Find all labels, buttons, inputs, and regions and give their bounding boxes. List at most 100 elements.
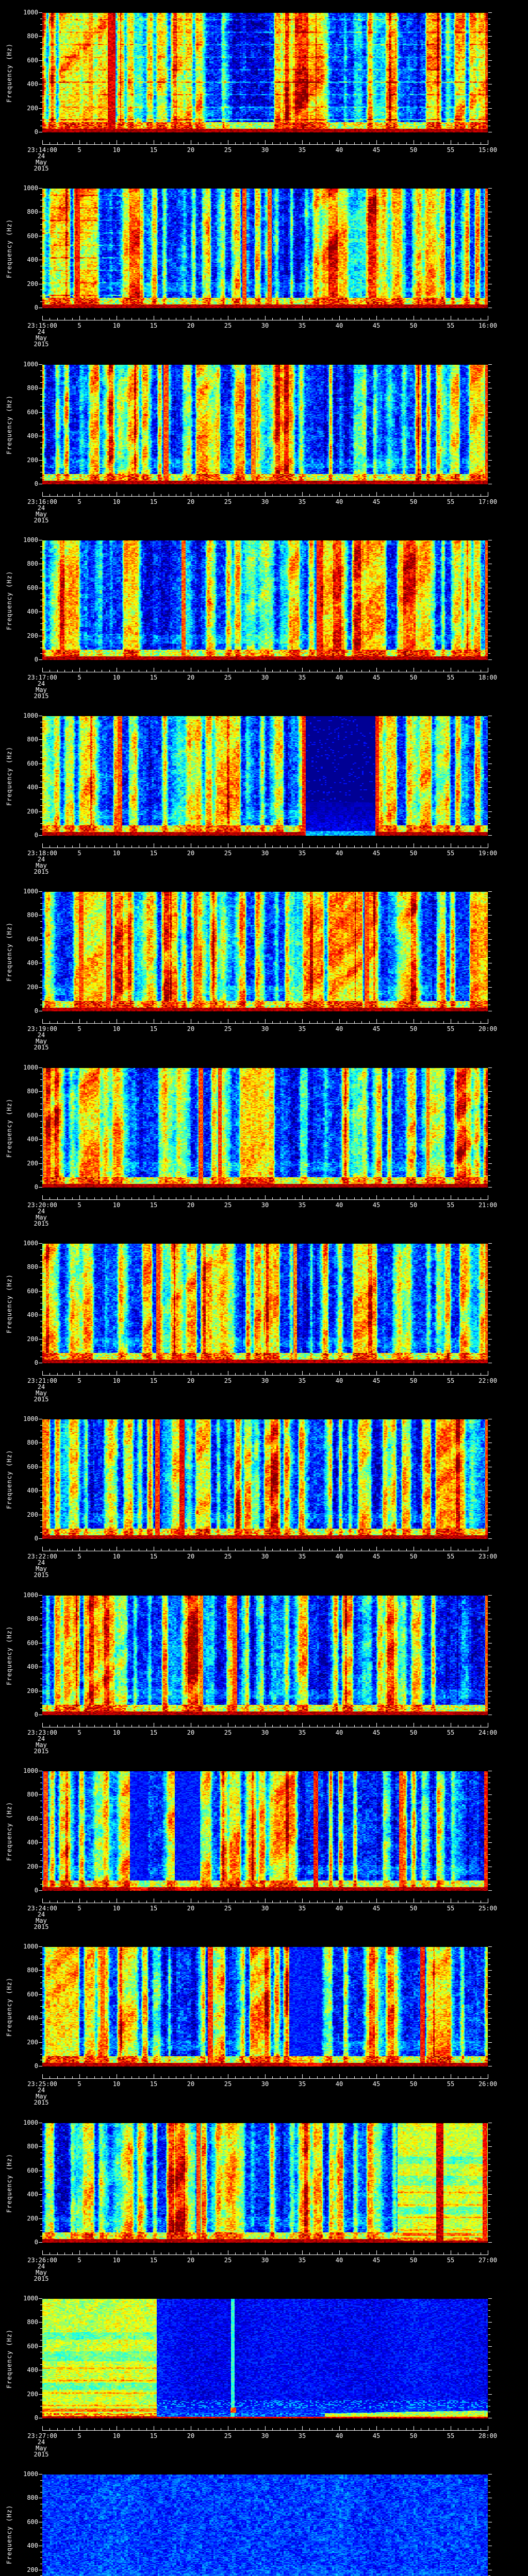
time-axis-minor-tick [361, 1197, 362, 1199]
x-tick-label: 30 [261, 2432, 269, 2439]
y-axis-major-tick [39, 1067, 42, 1068]
time-axis-minor-tick [391, 2252, 392, 2255]
time-axis-minor-tick [64, 318, 65, 320]
y-tick-label: 400 [27, 432, 38, 440]
y-tick-label: 1000 [23, 888, 38, 895]
time-axis-minor-tick [443, 1549, 444, 1551]
spectrogram-image [42, 2475, 488, 2576]
x-tick-label: 5 [77, 2432, 81, 2439]
y-axis-minor-tick [40, 2310, 42, 2311]
time-axis-minor-tick [324, 142, 325, 144]
time-axis-minor-tick [346, 1725, 347, 1727]
time-axis-minor-tick [391, 1901, 392, 1903]
frequency-axis-label: Frequency (Hz) [6, 2329, 13, 2388]
frequency-axis-label: Frequency (Hz) [6, 1449, 13, 1509]
time-axis-minor-tick [272, 845, 273, 848]
time-axis-major-tick [339, 1371, 340, 1375]
time-axis-minor-tick [317, 318, 318, 320]
x-tick-label: 5 [77, 146, 81, 154]
time-axis-minor-tick [369, 2252, 370, 2255]
x-tick-label: 55 [447, 850, 455, 857]
x-tick-label: 55 [447, 498, 455, 505]
y-axis-minor-tick [488, 376, 490, 377]
time-axis-minor-tick [428, 2252, 429, 2255]
start-time-label: 23:27:00 [27, 2432, 57, 2439]
y-axis-minor-tick [488, 1520, 490, 1521]
y-tick-label: 400 [27, 1311, 38, 1319]
y-axis-major-tick [488, 1994, 492, 1995]
time-axis-minor-tick [317, 1901, 318, 1903]
x-tick-label: 50 [409, 1553, 418, 1560]
time-axis-major-tick [42, 2426, 43, 2430]
y-axis-minor-tick [488, 1988, 490, 1989]
date-line: 2015 [34, 1396, 49, 1403]
end-time-label: 27:00 [478, 2257, 498, 2264]
y-axis-minor-tick [40, 1878, 42, 1879]
time-axis-minor-tick [287, 845, 288, 848]
date-line: 24 [37, 2263, 45, 2270]
y-axis-minor-tick [488, 2024, 490, 2025]
time-axis-major-tick [302, 316, 303, 320]
y-axis-major-tick [39, 1595, 42, 1596]
time-axis-minor-tick [406, 845, 407, 848]
y-axis-major-tick [39, 811, 42, 812]
time-axis-minor-tick [272, 2252, 273, 2255]
time-axis-minor-tick [332, 670, 333, 672]
y-tick-label: 600 [27, 1639, 38, 1647]
y-axis-minor-tick [488, 1157, 490, 1158]
time-axis-minor-tick [309, 1901, 310, 1903]
time-axis-minor-tick [354, 845, 355, 848]
date-line: 2015 [34, 2099, 49, 2106]
time-axis-major-tick [339, 1019, 340, 1023]
time-axis-minor-tick [250, 1549, 251, 1551]
frequency-axis-label: Frequency (Hz) [6, 922, 13, 981]
spectrogram-panel: Frequency (Hz) 0 200 400 600 800 1000 5 10 15 20 25… [0, 352, 528, 528]
time-axis-minor-tick [332, 1725, 333, 1727]
y-axis-minor-tick [40, 903, 42, 904]
x-tick-label: 45 [372, 146, 381, 154]
x-tick-label: 30 [261, 1905, 269, 1912]
y-axis-major-tick [488, 1163, 492, 1164]
time-axis-minor-tick [309, 670, 310, 672]
y-axis-minor-tick [488, 72, 490, 73]
y-axis-minor-tick [488, 909, 490, 910]
y-axis-major-tick [39, 739, 42, 740]
y-axis-minor-tick [40, 2006, 42, 2007]
time-axis-minor-tick [354, 670, 355, 672]
date-line: 24 [37, 328, 45, 335]
time-axis-major-tick [376, 140, 377, 144]
time-axis-minor-tick [443, 1197, 444, 1199]
end-time-label: 18:00 [478, 674, 498, 681]
time-axis-minor-tick [64, 2076, 65, 2078]
time-axis-minor-tick [64, 2428, 65, 2430]
time-axis-minor-tick [391, 1725, 392, 1727]
y-tick-label: 400 [27, 2366, 38, 2374]
y-axis-major-tick [488, 835, 492, 836]
y-tick-label: 800 [27, 1791, 38, 1799]
time-axis-minor-tick [272, 1549, 273, 1551]
y-axis-minor-tick [40, 78, 42, 79]
y-tick-label: 400 [27, 2014, 38, 2022]
time-axis-minor-tick [94, 2428, 95, 2430]
y-axis-minor-tick [40, 1660, 42, 1662]
time-axis-minor-tick [198, 1197, 199, 1199]
y-axis-major-tick [488, 108, 492, 109]
time-axis-minor-tick [391, 1373, 392, 1375]
y-axis-minor-tick [488, 1601, 490, 1602]
time-axis-minor-tick [72, 2428, 73, 2430]
y-axis-minor-tick [488, 301, 490, 302]
spectrogram-panel: Frequency (Hz) 0 200 400 600 800 1000 5 10 15 20 25… [0, 1583, 528, 1759]
time-axis-major-tick [302, 1547, 303, 1551]
y-axis-minor-tick [40, 641, 42, 642]
x-tick-label: 35 [298, 498, 306, 505]
time-axis-minor-tick [287, 494, 288, 496]
y-axis-minor-tick [488, 653, 490, 654]
time-axis-minor-tick [428, 318, 429, 320]
time-axis-minor-tick [198, 142, 199, 144]
x-tick-label: 15 [150, 1377, 158, 1384]
time-axis-minor-tick [57, 1373, 58, 1375]
y-axis-minor-tick [488, 1127, 490, 1128]
y-axis-minor-tick [40, 1121, 42, 1122]
time-axis-minor-tick [235, 1373, 236, 1375]
x-tick-label: 35 [298, 850, 306, 857]
